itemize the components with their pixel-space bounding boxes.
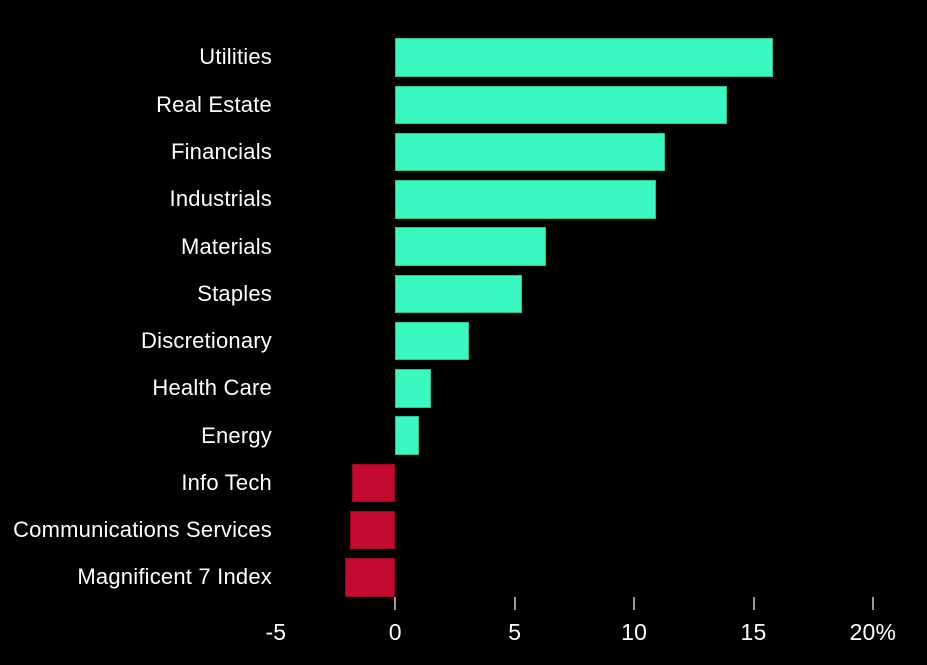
- category-label: Health Care: [152, 375, 272, 401]
- x-tick-label: 0: [388, 619, 402, 645]
- bar-positive: [395, 227, 546, 266]
- bar-positive: [395, 321, 470, 361]
- x-tick-label: 5: [508, 619, 522, 645]
- x-tick-label: 10: [621, 619, 648, 645]
- bar-positive: [395, 416, 420, 455]
- category-label: Materials: [180, 233, 272, 259]
- bar-positive: [395, 38, 773, 77]
- bar-negative: [345, 558, 396, 597]
- x-tick-mark: [871, 596, 874, 610]
- category-label: Real Estate: [156, 91, 272, 117]
- bar-negative: [349, 511, 396, 550]
- x-tick-mark: [394, 596, 397, 610]
- category-label: Industrials: [169, 186, 272, 212]
- bar-positive: [395, 180, 656, 219]
- category-label: Utilities: [199, 44, 272, 70]
- bar-positive: [395, 132, 666, 172]
- bar-negative: [352, 463, 396, 503]
- category-label: Energy: [201, 422, 272, 448]
- category-label: Info Tech: [181, 469, 272, 495]
- category-label: Communications Services: [13, 517, 272, 543]
- bar-positive: [395, 369, 432, 408]
- x-tick-label: -5: [265, 619, 287, 645]
- x-tick-mark: [633, 596, 636, 610]
- category-label: Discretionary: [141, 328, 272, 354]
- category-label: Staples: [197, 280, 272, 306]
- x-tick-mark: [513, 596, 516, 610]
- x-tick-label: 20%: [849, 619, 897, 645]
- bar-positive: [395, 274, 522, 314]
- x-tick-label: 15: [740, 619, 767, 645]
- category-label: Magnificent 7 Index: [77, 564, 272, 590]
- category-label: Financials: [170, 139, 272, 165]
- x-tick-mark: [752, 596, 755, 610]
- bar-positive: [395, 85, 728, 124]
